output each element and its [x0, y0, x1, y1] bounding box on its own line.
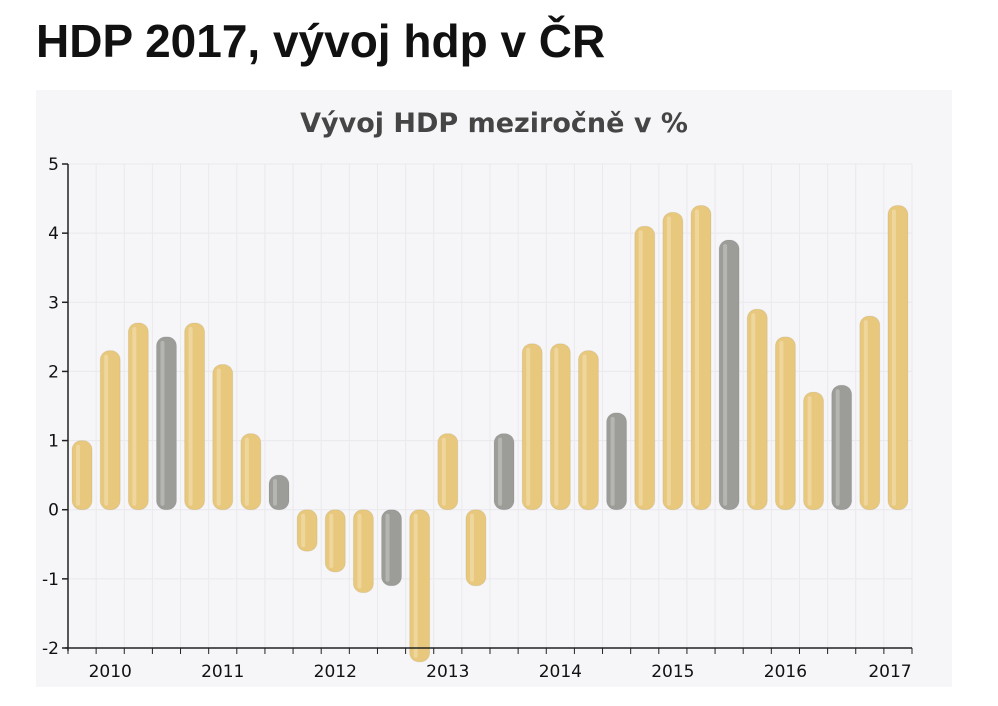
- y-tick-label: 0: [48, 501, 59, 521]
- bar-highlight: [779, 340, 784, 506]
- bar: [437, 433, 459, 511]
- x-tick-label: 2013: [426, 662, 469, 682]
- bar: [212, 364, 234, 511]
- bar: [99, 350, 121, 511]
- y-tick-label: 4: [48, 224, 59, 244]
- bar-highlight: [835, 389, 840, 506]
- x-tick-label: 2016: [764, 662, 807, 682]
- bar: [606, 412, 628, 511]
- bar-highlight: [554, 347, 559, 506]
- bar: [155, 336, 177, 511]
- bar: [803, 391, 825, 511]
- bar: [127, 322, 149, 511]
- bar-highlight: [751, 313, 756, 506]
- y-tick-label: -2: [42, 639, 59, 659]
- x-tick-label: 2014: [539, 662, 582, 682]
- bar-highlight: [610, 416, 615, 506]
- bar: [493, 433, 515, 511]
- bar-highlight: [413, 513, 418, 658]
- bar: [549, 343, 571, 511]
- axis-layer: -2 -1 0 1 2 3 4 5 2010 2011 2012 2013 2014 2015 2016 20…: [42, 155, 913, 682]
- bar: [296, 509, 318, 552]
- bar-highlight: [132, 327, 137, 506]
- x-tick-label: 2011: [201, 662, 244, 682]
- y-tick-label: 1: [48, 432, 59, 452]
- bar: [634, 225, 656, 511]
- bar-highlight: [385, 513, 390, 582]
- bar: [774, 336, 796, 511]
- bar-highlight: [216, 368, 221, 506]
- bar-highlight: [582, 354, 587, 506]
- bar-highlight: [723, 244, 728, 506]
- bar-highlight: [666, 216, 671, 506]
- x-tick-label: 2015: [651, 662, 694, 682]
- bar-highlight: [863, 320, 868, 506]
- bar-highlight: [695, 209, 699, 506]
- bar-highlight: [638, 230, 643, 506]
- page-title: HDP 2017, vývoj hdp v ČR: [36, 15, 606, 67]
- bar: [746, 308, 768, 511]
- bar-highlight: [244, 437, 249, 506]
- bar: [324, 509, 346, 573]
- y-tick-label: 3: [48, 293, 59, 313]
- bar-highlight: [807, 396, 812, 506]
- bar-highlight: [273, 479, 277, 506]
- bar: [409, 509, 431, 663]
- bar: [381, 509, 403, 587]
- bar: [71, 440, 93, 511]
- bar-highlight: [526, 347, 531, 506]
- bar-highlight: [76, 444, 81, 506]
- grid-layer: [67, 163, 913, 649]
- x-tick-label: 2012: [314, 662, 357, 682]
- bar: [184, 322, 206, 511]
- gdp-bar-chart: Vývoj HDP meziročně v % -2 -1 0 1 2 3 4 5 2010 20…: [42, 108, 913, 682]
- chart-panel: Vývoj HDP meziročně v % -2 -1 0 1 2 3 4 5 2010 20…: [36, 90, 952, 687]
- bar-highlight: [891, 209, 896, 506]
- bar-highlight: [329, 513, 334, 568]
- bar: [831, 384, 853, 511]
- x-tick-label: 2010: [89, 662, 132, 682]
- bar-highlight: [188, 327, 193, 506]
- bar: [352, 509, 374, 594]
- bar-highlight: [469, 513, 474, 582]
- bar-highlight: [498, 437, 503, 506]
- bar: [859, 315, 881, 511]
- chart-title: Vývoj HDP meziročně v %: [300, 108, 688, 139]
- bar-highlight: [104, 354, 109, 506]
- bar-highlight: [301, 513, 306, 548]
- y-tick-label: 2: [48, 362, 59, 382]
- bar: [887, 204, 909, 511]
- x-tick-label: 2017: [868, 662, 911, 682]
- bar-highlight: [357, 513, 362, 589]
- bar: [465, 509, 487, 587]
- y-tick-label: 5: [48, 155, 59, 175]
- bar-highlight: [160, 340, 165, 506]
- bar-highlight: [441, 437, 446, 506]
- bar: [521, 343, 543, 511]
- bar: [718, 239, 740, 511]
- bar: [662, 211, 684, 511]
- bar-layer: [71, 204, 909, 663]
- y-tick-label: -1: [42, 570, 59, 590]
- bar: [690, 204, 712, 511]
- bar: [240, 433, 262, 511]
- bar: [268, 474, 290, 511]
- bar: [577, 350, 599, 511]
